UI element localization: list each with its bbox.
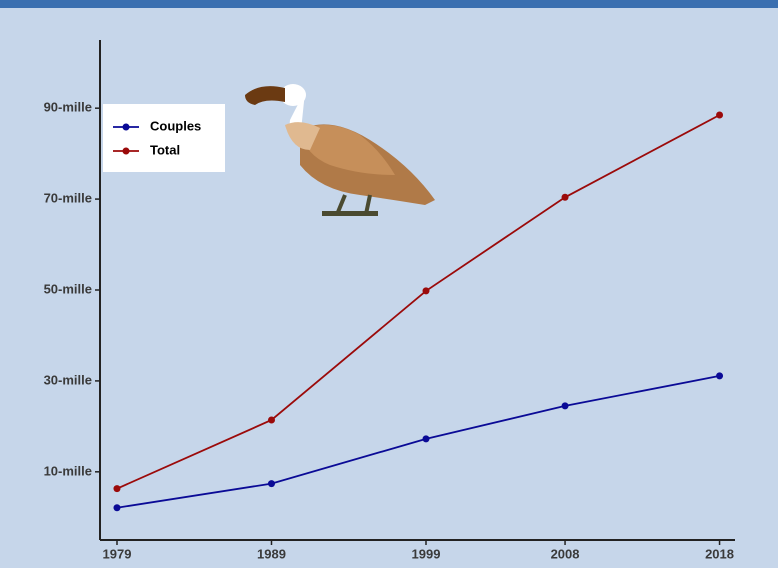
point (113, 504, 120, 511)
top-bar (0, 0, 778, 8)
x-tick-label: 1989 (257, 546, 286, 561)
point (113, 485, 120, 492)
legend-label: Total (150, 142, 180, 157)
point (716, 112, 723, 119)
vulture-illustration (245, 84, 435, 216)
x-tick-label: 2008 (551, 546, 580, 561)
point (716, 372, 723, 379)
y-tick-label: 70-mille (44, 191, 92, 206)
y-tick-label: 30-mille (44, 372, 92, 387)
legend-label: Couples (150, 118, 201, 133)
y-tick-label: 10-mille (44, 463, 92, 478)
x-tick-label: 2018 (705, 546, 734, 561)
legend-swatch-point (123, 148, 130, 155)
point (268, 417, 275, 424)
series-line (117, 376, 720, 508)
chart: Couples Total 10-mille 30-mille 50-mille 70-… (0, 0, 778, 568)
point (562, 194, 569, 201)
page: {"chart_data": {"type": "line", "x": [19… (0, 0, 778, 568)
y-tick-label: 50-mille (44, 281, 92, 296)
x-tick-label: 1979 (103, 546, 132, 561)
point (562, 402, 569, 409)
legend-box (103, 104, 225, 172)
legend: Couples Total (103, 104, 225, 172)
point (268, 480, 275, 487)
y-tick-label: 90-mille (44, 100, 92, 115)
point (422, 435, 429, 442)
legend-swatch-point (123, 124, 130, 131)
x-tick-label: 1999 (412, 546, 441, 561)
point (422, 287, 429, 294)
